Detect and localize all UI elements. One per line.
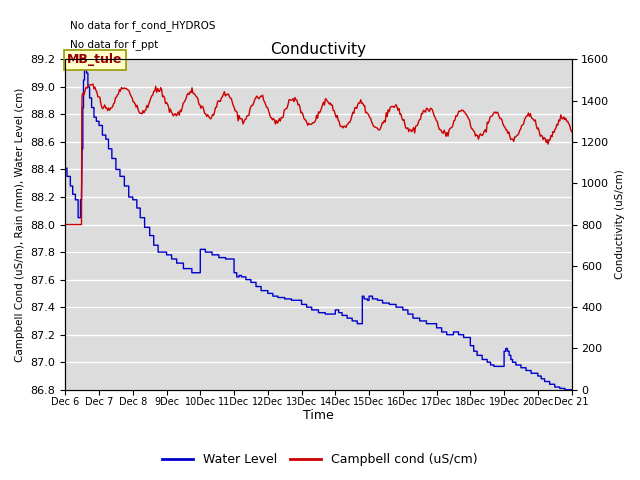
Legend: Water Level, Campbell cond (uS/cm): Water Level, Campbell cond (uS/cm) bbox=[157, 448, 483, 471]
Campbell cond (uS/cm) bbox=[267, 114, 275, 120]
Campbell cond (uS/cm) bbox=[89, 81, 97, 87]
Water Level bbox=[120, 183, 128, 189]
Title: Conductivity: Conductivity bbox=[271, 42, 367, 57]
Y-axis label: Campbell Cond (uS/m), Rain (mm), Water Level (cm): Campbell Cond (uS/m), Rain (mm), Water L… bbox=[15, 87, 25, 362]
Text: MB_tule: MB_tule bbox=[67, 53, 122, 67]
Campbell cond (uS/cm) bbox=[439, 131, 447, 136]
Water Level bbox=[315, 310, 323, 315]
Campbell cond (uS/cm) bbox=[173, 111, 181, 117]
Water Level bbox=[82, 63, 90, 69]
Water Level bbox=[364, 296, 371, 302]
Campbell cond (uS/cm) bbox=[163, 99, 170, 105]
Water Level bbox=[568, 387, 575, 393]
X-axis label: Time: Time bbox=[303, 409, 334, 422]
Y-axis label: Conductivity (uS/cm): Conductivity (uS/cm) bbox=[615, 170, 625, 279]
Campbell cond (uS/cm) bbox=[255, 96, 262, 102]
Campbell cond (uS/cm) bbox=[568, 129, 575, 134]
Text: No data for f_cond_HYDROS: No data for f_cond_HYDROS bbox=[70, 20, 216, 31]
Line: Water Level: Water Level bbox=[65, 66, 572, 390]
Water Level bbox=[81, 68, 88, 73]
Water Level bbox=[561, 387, 569, 393]
Campbell cond (uS/cm) bbox=[61, 222, 69, 228]
Water Level bbox=[551, 384, 559, 390]
Water Level bbox=[79, 105, 87, 110]
Text: No data for f_ppt: No data for f_ppt bbox=[70, 39, 159, 50]
Water Level bbox=[61, 165, 69, 171]
Line: Campbell cond (uS/cm): Campbell cond (uS/cm) bbox=[65, 84, 572, 225]
Campbell cond (uS/cm) bbox=[153, 89, 161, 95]
